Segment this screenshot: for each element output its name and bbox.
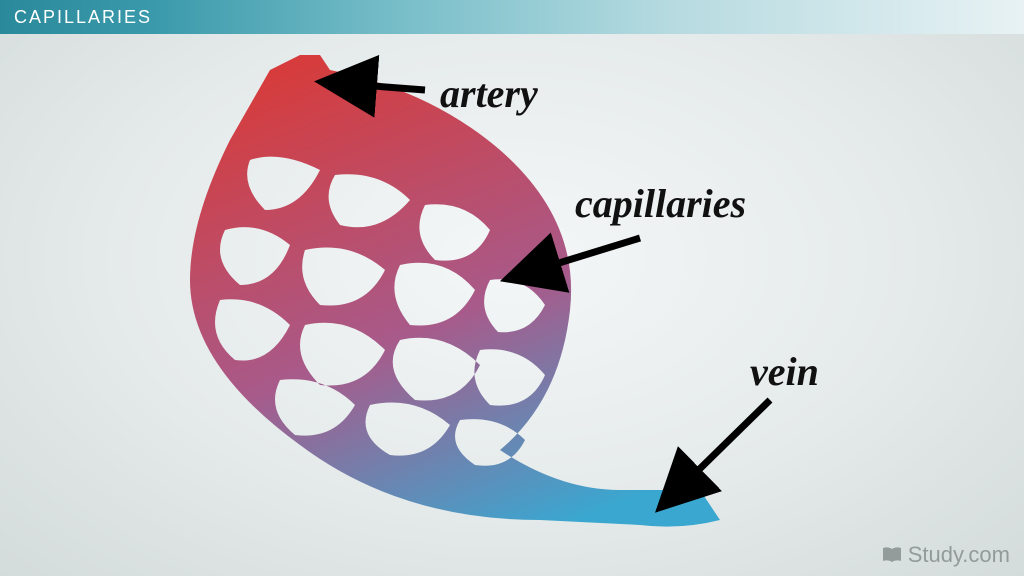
watermark: Study.com (880, 542, 1010, 568)
label-vein: vein (750, 348, 819, 395)
book-icon (880, 543, 904, 567)
label-artery: artery (440, 70, 538, 117)
vessel-network (190, 55, 720, 527)
watermark-text: Study.com (908, 542, 1010, 568)
label-capillaries: capillaries (575, 180, 746, 227)
arrow-vein (670, 400, 770, 498)
